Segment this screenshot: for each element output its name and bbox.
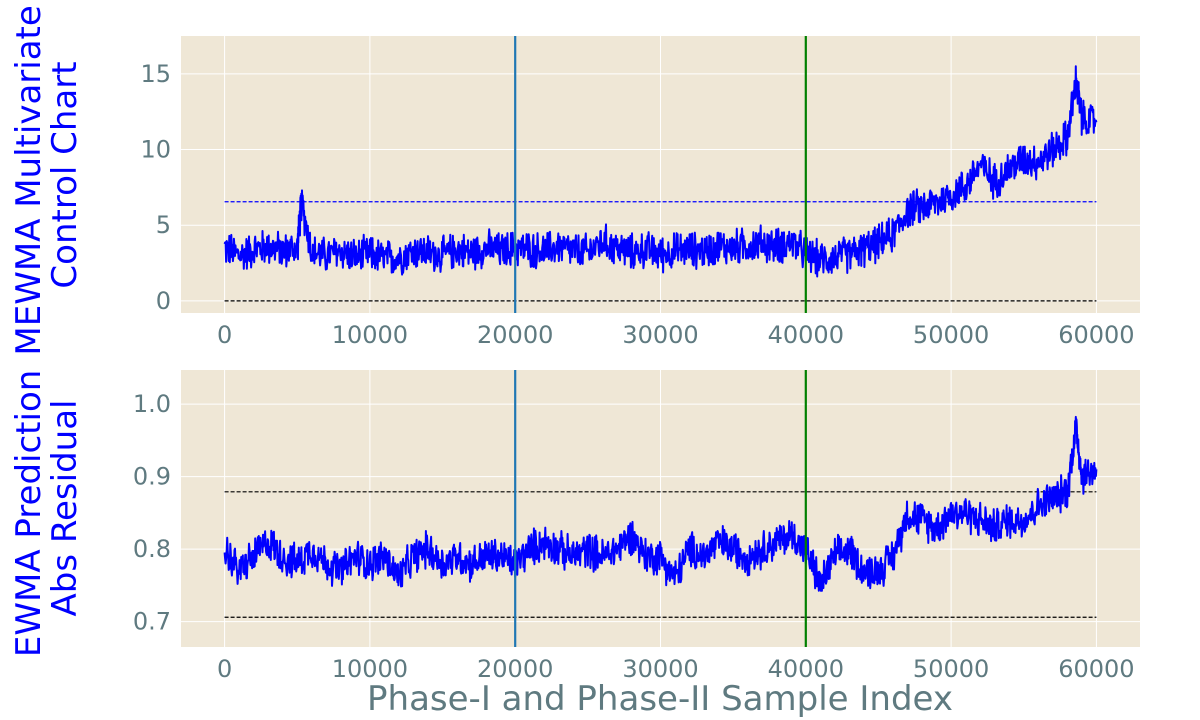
y-tick-label: 10 — [140, 136, 171, 164]
panel-2-ylabel: EWMA Prediction Abs Residual — [9, 359, 85, 657]
panel-1-ylabel-line-1: MEWMA Multivariate — [9, 5, 49, 355]
panel-residual: EWMA Prediction Abs Residual 0 10000 20000… — [9, 359, 1140, 683]
panel-1-ylabel: MEWMA Multivariate Control Chart — [9, 0, 85, 356]
x-tick-label: 50000 — [913, 655, 989, 683]
panel-mewma: MEWMA Multivariate Control Chart 0 10000 2… — [9, 0, 1140, 356]
panel-2-ylabel-line-1: EWMA Prediction — [9, 370, 49, 657]
y-tick-label: 0.7 — [133, 608, 171, 636]
x-tick-label: 40000 — [768, 655, 844, 683]
x-tick-label: 50000 — [913, 321, 989, 349]
x-tick-label: 10000 — [332, 321, 408, 349]
x-tick-label: 60000 — [1058, 321, 1134, 349]
x-tick-label: 0 — [217, 655, 232, 683]
x-tick-label: 30000 — [622, 655, 698, 683]
x-tick-label: 20000 — [477, 655, 553, 683]
x-axis-label: Phase-I and Phase-II Sample Index — [367, 679, 953, 719]
panel-1-ylabel-line-2: Control Chart — [45, 61, 85, 288]
x-tick-label: 40000 — [768, 321, 844, 349]
x-tick-label: 20000 — [477, 321, 553, 349]
x-tick-label: 0 — [217, 321, 232, 349]
x-tick-label: 60000 — [1058, 655, 1134, 683]
panel-2-ylabel-line-2: Abs Residual — [45, 400, 85, 617]
panel-1-plot-area: 0 10000 20000 30000 40000 50000 60000 0 5 10 15 — [140, 36, 1140, 349]
series-line — [223, 65, 1098, 278]
series-line — [223, 415, 1098, 592]
x-tick-label: 10000 — [332, 655, 408, 683]
y-tick-label: 0 — [156, 287, 171, 315]
y-tick-label: 0.8 — [133, 535, 171, 563]
y-tick-label: 15 — [140, 60, 171, 88]
panel-2-plot-area: 0 10000 20000 30000 40000 50000 60000 0.7 0.8 0.9… — [133, 370, 1140, 683]
y-tick-label: 1.0 — [133, 390, 171, 418]
y-tick-label: 0.9 — [133, 463, 171, 491]
x-tick-label: 30000 — [622, 321, 698, 349]
y-tick-label: 5 — [156, 211, 171, 239]
